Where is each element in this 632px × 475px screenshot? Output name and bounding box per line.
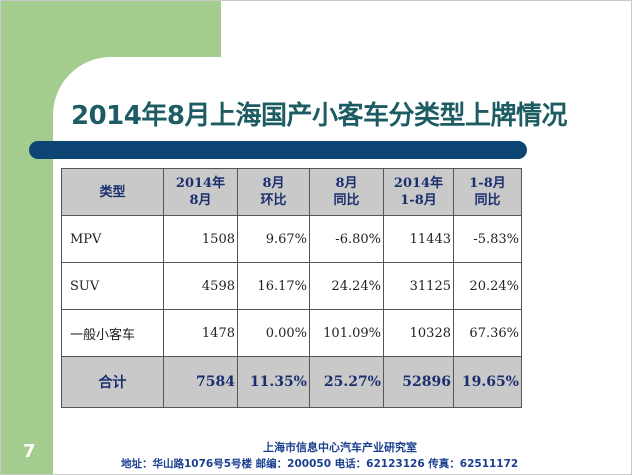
cell-type: 一般小客车 — [61, 309, 164, 357]
page-number: 7 — [23, 441, 36, 462]
header-aug-yoy: 8月 同比 — [309, 168, 384, 216]
cell-ytd-yoy: 20.24% — [453, 262, 522, 310]
total-yoy: 25.27% — [309, 356, 384, 408]
cell-type: MPV — [61, 215, 164, 263]
header-type: 类型 — [61, 168, 164, 216]
header-ytd-yoy: 1-8月 同比 — [453, 168, 522, 216]
total-mom: 11.35% — [237, 356, 310, 408]
header-ytd-2014: 2014年 1-8月 — [383, 168, 454, 216]
cell-ytd: 10328 — [383, 309, 454, 357]
cell-yoy: 24.24% — [309, 262, 384, 310]
cell-mom: 16.17% — [237, 262, 310, 310]
cell-ytd: 31125 — [383, 262, 454, 310]
cell-yoy: 101.09% — [309, 309, 384, 357]
total-label: 合计 — [61, 356, 164, 408]
cell-mom: 0.00% — [237, 309, 310, 357]
header-aug-mom: 8月 环比 — [237, 168, 310, 216]
title-underline-bar — [29, 141, 527, 159]
slide-title: 2014年8月上海国产小客车分类型上牌情况 — [71, 101, 567, 131]
table-total-row: 合计 7584 11.35% 25.27% 52896 19.65% — [61, 356, 522, 408]
cell-mom: 9.67% — [237, 215, 310, 263]
table-row: SUV 4598 16.17% 24.24% 31125 20.24% — [61, 262, 522, 310]
table-header-row: 类型 2014年 8月 8月 环比 8月 同比 2014年 1-8月 1-8月 同比 — [61, 168, 522, 216]
registration-table: 类型 2014年 8月 8月 环比 8月 同比 2014年 1-8月 1-8月 同比 MP… — [61, 168, 522, 408]
cell-ytd-yoy: -5.83% — [453, 215, 522, 263]
cell-yoy: -6.80% — [309, 215, 384, 263]
cell-ytd-yoy: 67.36% — [453, 309, 522, 357]
footer-address: 地址：华山路1076号5号楼 邮编：200050 电话：62123126 传真：… — [121, 458, 519, 470]
cell-aug: 4598 — [163, 262, 238, 310]
header-aug-2014: 2014年 8月 — [163, 168, 238, 216]
table-row: 一般小客车 1478 0.00% 101.09% 10328 67.36% — [61, 309, 522, 357]
total-ytd-yoy: 19.65% — [453, 356, 522, 408]
cell-ytd: 11443 — [383, 215, 454, 263]
cell-type: SUV — [61, 262, 164, 310]
total-ytd: 52896 — [383, 356, 454, 408]
total-aug: 7584 — [163, 356, 238, 408]
table-row: MPV 1508 9.67% -6.80% 11443 -5.83% — [61, 215, 522, 263]
cell-aug: 1478 — [163, 309, 238, 357]
footer-organization: 上海市信息中心汽车产业研究室 — [263, 441, 417, 454]
cell-aug: 1508 — [163, 215, 238, 263]
